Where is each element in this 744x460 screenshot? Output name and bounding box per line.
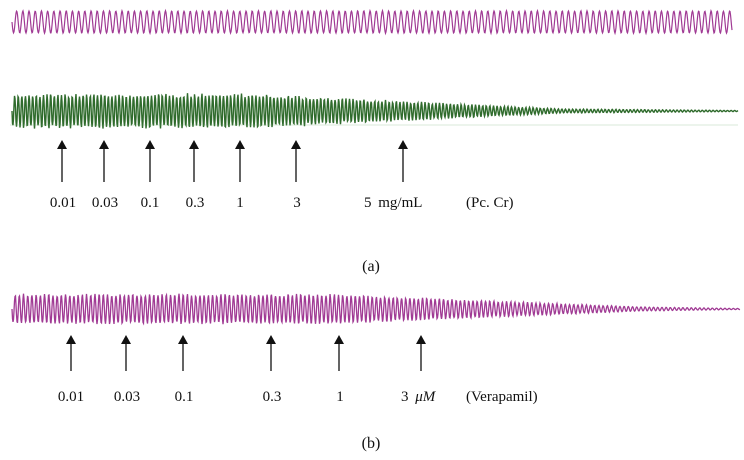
arrow-a-1 (57, 140, 67, 182)
dose-b-5: 1 (336, 389, 344, 405)
arrow-b-5 (334, 335, 344, 371)
arrow-a-6 (291, 140, 301, 182)
dose-a-6: 3 (293, 195, 301, 211)
panel-a-arrows (57, 140, 408, 182)
dose-a-3: 0.1 (141, 195, 160, 211)
dose-a-unit: mg/mL (378, 195, 422, 211)
arrow-a-5 (235, 140, 245, 182)
arrow-a-2 (99, 140, 109, 182)
caption-a: (a) (362, 258, 380, 275)
arrow-b-1 (66, 335, 76, 371)
dose-a-2: 0.03 (92, 195, 118, 211)
agent-b: (Verapamil) (466, 389, 538, 405)
arrow-a-4 (189, 140, 199, 182)
dose-a-last-value: 5 (364, 195, 372, 211)
dose-a-1: 0.01 (50, 195, 76, 211)
dose-a-last: 5 mg/mL (364, 195, 422, 211)
dose-b-unit: μM (414, 389, 437, 405)
dose-b-1: 0.01 (58, 389, 84, 405)
arrow-b-6 (416, 335, 426, 371)
arrow-a-3 (145, 140, 155, 182)
panel-b-arrows (66, 335, 426, 371)
arrow-a-7 (398, 140, 408, 182)
caption-b: (b) (362, 435, 381, 452)
dose-b-last-value: 3 (401, 389, 409, 405)
panel-b-magenta-trace (11, 292, 741, 326)
arrow-b-3 (178, 335, 188, 371)
dose-b-2: 0.03 (114, 389, 140, 405)
arrow-b-4 (266, 335, 276, 371)
dose-b-3: 0.1 (175, 389, 194, 405)
agent-a: (Pc. Cr) (466, 195, 514, 211)
dose-a-5: 1 (236, 195, 244, 211)
top-magenta-trace (11, 8, 733, 36)
arrow-b-2 (121, 335, 131, 371)
dose-a-4: 0.3 (186, 195, 205, 211)
dose-b-last: 3 μM (401, 389, 437, 405)
dose-b-4: 0.3 (263, 389, 282, 405)
panel-a-green-trace (11, 93, 739, 129)
